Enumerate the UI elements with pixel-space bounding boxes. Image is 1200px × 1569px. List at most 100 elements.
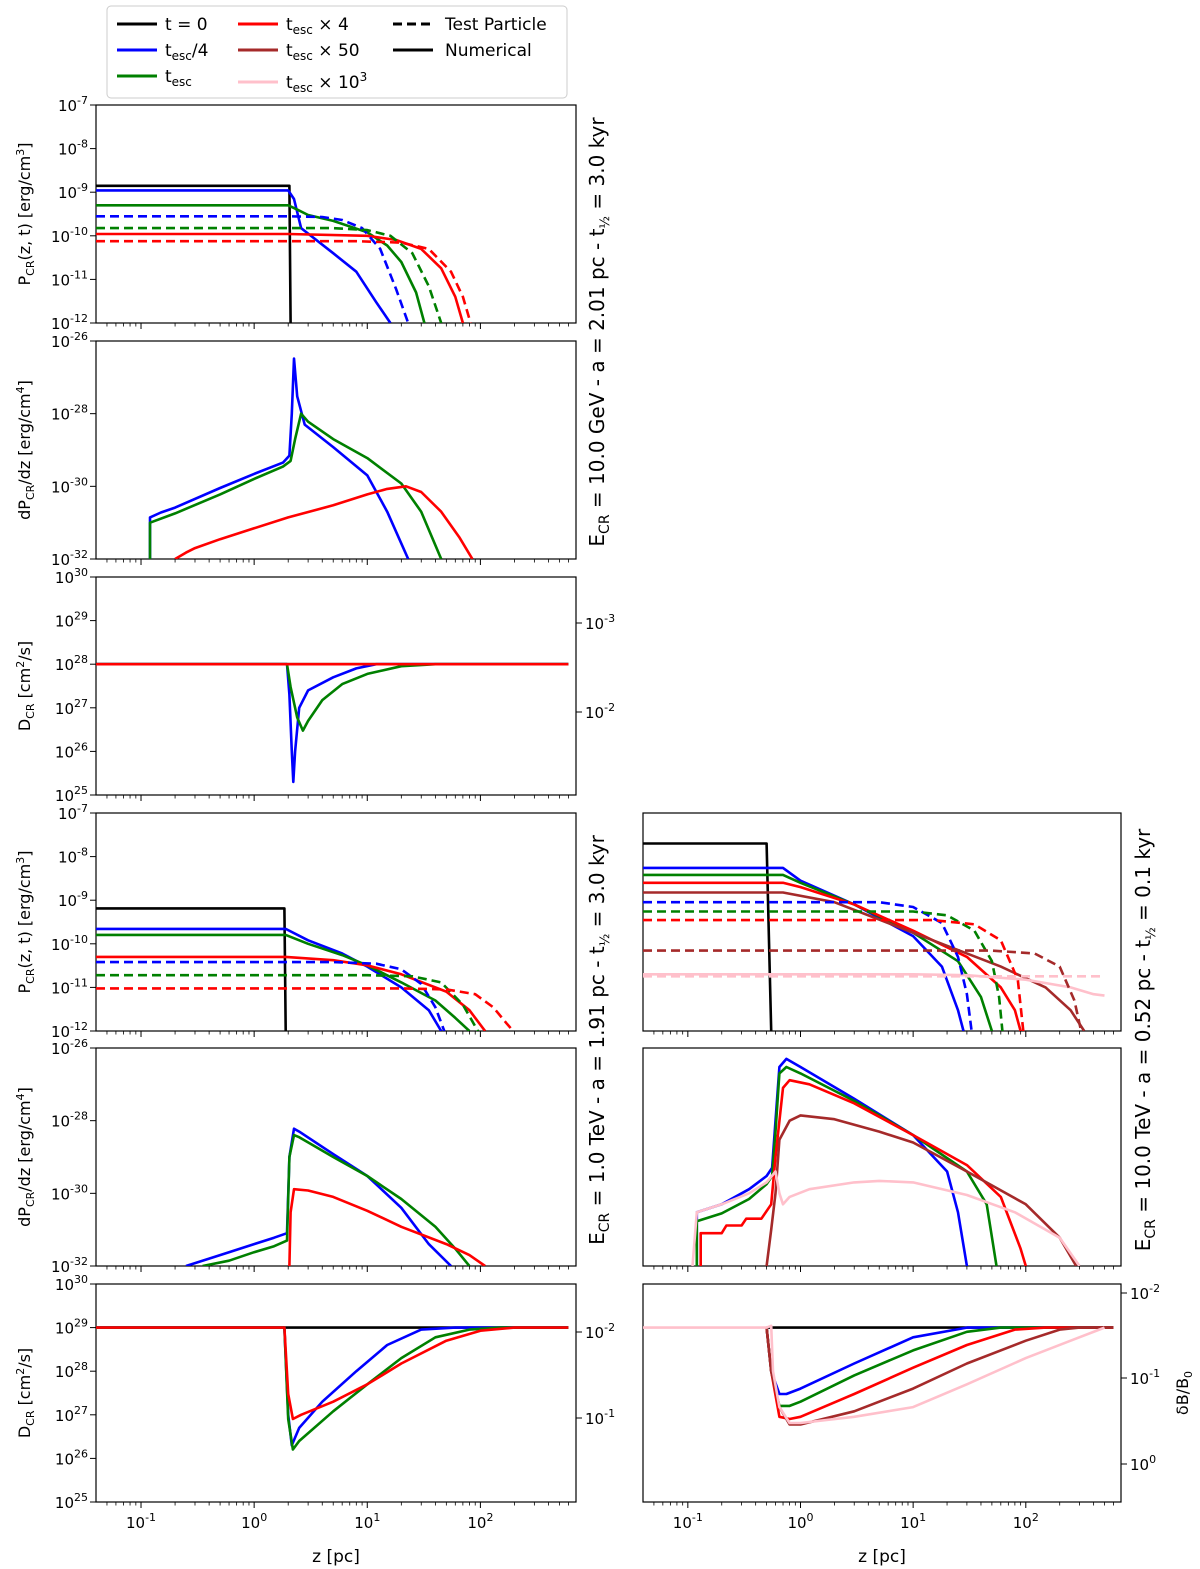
series-p3-9-test-particle <box>643 949 1083 1031</box>
ytick-label-d1-3: 1027 <box>55 697 88 718</box>
db-tick-label-d2-1: 10-1 <box>585 1407 615 1428</box>
ytick-label-p2-1: 10-8 <box>58 846 88 867</box>
series-dp1-2-numerical <box>174 484 474 559</box>
plot-area-dp2 <box>185 1127 486 1266</box>
plot-area-p3 <box>643 842 1105 1031</box>
ytick-label-d2-5: 1025 <box>55 1491 88 1512</box>
db-tick-label-d1-1: 10-2 <box>585 701 615 722</box>
series-dp3-2-numerical <box>699 1078 1028 1266</box>
ytick-label-d1-4: 1026 <box>55 740 88 761</box>
ytick-label-p2-3: 10-10 <box>51 933 88 954</box>
plot-area-p2 <box>96 907 515 1031</box>
panel-d3-frame <box>642 1283 1122 1503</box>
series-p1-4-test-particle <box>96 215 410 323</box>
xtick-label-d2-0: 10-1 <box>126 1511 156 1532</box>
xtick-label-d3-2: 101 <box>900 1511 926 1532</box>
ytick-label-dp1-1: 10-28 <box>51 403 88 424</box>
series-d1-1-numerical <box>96 662 569 784</box>
legend: t = 0 tesc/4 tesc tesc × 4 tesc × 50 tes… <box>106 5 568 99</box>
xtick-label-d3-3: 102 <box>1013 1511 1039 1532</box>
panel-dp2-frame <box>95 1047 577 1267</box>
series-dp2-2-numerical <box>288 1187 486 1266</box>
xtick-label-d3-1: 100 <box>787 1511 813 1532</box>
series-p3-7-test-particle <box>643 910 1004 1031</box>
plot-area-dp3 <box>691 1057 1081 1266</box>
data-lines <box>96 184 1114 1451</box>
ytick-label-d1-5: 1025 <box>55 784 88 805</box>
ylabel-d2: DCR [cm2/s] <box>14 1348 37 1438</box>
plot-area-d1 <box>96 662 569 784</box>
panel-dp3-frame <box>642 1047 1122 1267</box>
series-p1-0-numerical <box>96 184 292 323</box>
series-d3-3-numerical <box>765 1326 1114 1421</box>
legend-frame <box>106 5 568 99</box>
db-tick-label-d1-0: 10-3 <box>585 612 615 633</box>
ytick-label-p1-3: 10-10 <box>51 225 88 246</box>
series-p3-8-test-particle <box>643 918 1025 1031</box>
ytick-label-d2-4: 1026 <box>55 1447 88 1468</box>
xlabel-right: z [pc] <box>858 1547 906 1567</box>
series-p3-0-numerical <box>643 842 773 1031</box>
ytick-label-d1-2: 1028 <box>55 653 88 674</box>
plot-area-d3 <box>643 1324 1114 1426</box>
ytick-label-p2-4: 10-11 <box>51 976 88 997</box>
series-p1-5-test-particle <box>96 226 443 323</box>
ytick-label-p1-0: 10-7 <box>58 94 88 115</box>
series-dp3-1-numerical <box>695 1065 998 1266</box>
ytick-label-dp1-2: 10-30 <box>51 475 88 496</box>
ytick-label-p2-2: 10-9 <box>58 889 88 910</box>
ylabel-dp1: dPCR/dz [erg/cm4] <box>14 380 37 520</box>
ylabel-p1: PCR(z, t) [erg/cm3] <box>14 143 37 286</box>
series-p2-6-test-particle <box>96 987 515 1031</box>
xtick-label-d2-1: 100 <box>241 1511 267 1532</box>
row-title-3: ECR = 10.0 TeV - a = 0.52 pc - t½ = 0.1 … <box>1131 828 1159 1251</box>
ylabel-db: δB/B0 <box>1173 1371 1195 1415</box>
series-dp1-1-numerical <box>148 412 443 559</box>
db-tick-label-d3-0: 10-2 <box>1130 1282 1160 1303</box>
series-d3-5-numerical <box>643 1324 1105 1425</box>
series-dp1-0-numerical <box>148 357 410 559</box>
series-dp3-3-numerical <box>765 1114 1078 1266</box>
series-p2-5-test-particle <box>96 973 480 1031</box>
series-p1-6-test-particle <box>96 239 472 323</box>
ytick-label-dp2-3: 10-32 <box>51 1255 88 1276</box>
ytick-label-d2-1: 1029 <box>55 1317 88 1338</box>
ytick-label-d2-3: 1027 <box>55 1404 88 1425</box>
ytick-label-p1-2: 10-9 <box>58 181 88 202</box>
ytick-label-d1-0: 1030 <box>55 566 88 587</box>
ylabel-dp2: dPCR/dz [erg/cm4] <box>14 1087 37 1227</box>
ytick-label-p1-5: 10-12 <box>51 312 88 333</box>
series-dp2-1-numerical <box>202 1133 471 1266</box>
ytick-label-p1-4: 10-11 <box>51 268 88 289</box>
ylabel-d1: DCR [cm2/s] <box>14 641 37 731</box>
panel-dp1-frame <box>95 340 577 560</box>
db-tick-label-d3-2: 100 <box>1130 1453 1156 1474</box>
series-p1-2-numerical <box>96 204 426 323</box>
series-p2-0-numerical <box>96 907 287 1031</box>
series-d3-1-numerical <box>765 1326 1114 1396</box>
series-p3-4-numerical <box>643 891 1086 1031</box>
series-p2-1-numerical <box>96 927 443 1031</box>
plot-area-dp1 <box>148 357 474 559</box>
plot-area-p1 <box>96 184 472 323</box>
series-p3-6-test-particle <box>643 900 973 1031</box>
series-p2-4-test-particle <box>96 960 446 1031</box>
series-d2-1-numerical <box>96 1326 569 1447</box>
ytick-label-p1-1: 10-8 <box>58 138 88 159</box>
ytick-label-dp1-0: 10-26 <box>51 330 88 351</box>
panel-p1-frame <box>95 104 577 324</box>
series-d2-2-numerical <box>96 1326 569 1451</box>
legend-label-t0: t = 0 <box>165 15 208 35</box>
ytick-label-d1-1: 1029 <box>55 610 88 631</box>
series-p3-3-numerical <box>643 881 1022 1031</box>
row-title-1: ECR = 10.0 GeV - a = 2.01 pc - t½ = 3.0 … <box>585 117 613 547</box>
series-dp3-4-numerical <box>691 1170 1081 1266</box>
series-d3-2-numerical <box>765 1326 1114 1408</box>
ytick-label-d2-2: 1028 <box>55 1360 88 1381</box>
ytick-label-d2-0: 1030 <box>55 1273 88 1294</box>
xtick-label-d3-0: 10-1 <box>673 1511 703 1532</box>
ytick-label-dp2-2: 10-30 <box>51 1182 88 1203</box>
panel-p3-frame <box>642 812 1122 1032</box>
ytick-label-p2-5: 10-12 <box>51 1020 88 1041</box>
